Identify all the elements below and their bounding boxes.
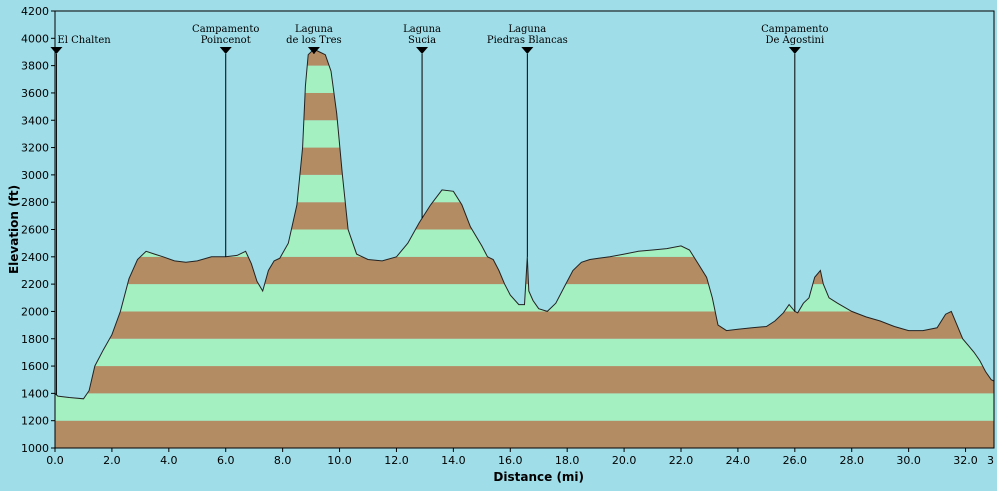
waypoint-label: Laguna [295,24,333,35]
x-tick-label: 16.0 [498,454,523,467]
x-tick-label: 22.0 [669,454,694,467]
waypoint-marker-icon [307,47,320,54]
x-tick-label: 20.0 [612,454,637,467]
x-tick-label: 4.0 [160,454,178,467]
waypoint-label: El Chalten [57,35,111,46]
waypoint-label: Poincenot [201,35,251,46]
y-tick-label: 2800 [21,196,49,209]
waypoint-marker-icon [521,47,534,54]
waypoint-label: Campamento [761,24,828,35]
waypoint-label: De Agostini [765,35,824,46]
x-tick-label: 2.0 [103,454,121,467]
elevation-band [55,311,994,339]
x-tick-label: 30.0 [896,454,921,467]
y-tick-label: 2400 [21,251,49,264]
y-tick-label: 3000 [21,169,49,182]
waypoint-label: de los Tres [286,35,342,46]
waypoint-marker-icon [788,47,801,54]
x-axis: 0.0 2.0 4.0 6.0 8.0 10.0 12.0 14.0 16.0 18.0 20.0 2… [46,448,994,467]
x-tick-label: 10.0 [327,454,352,467]
x-tick-label: 6.0 [217,454,235,467]
waypoint-marker-icon [416,47,429,54]
waypoint-marker-icon [219,47,232,54]
x-tick-label: 32.0 [953,454,978,467]
waypoint-label: Laguna [508,24,546,35]
y-tick-label: 2200 [21,278,49,291]
waypoint-marker-icon [50,47,63,54]
y-axis: 1000 1200 1400 1600 1800 2000 2200 2400 2600 2800… [21,5,55,455]
y-tick-label: 1000 [21,442,49,455]
y-tick-label: 1400 [21,387,49,400]
y-tick-label: 4200 [21,5,49,18]
y-tick-label: 3200 [21,142,49,155]
x-tick-label: 28.0 [839,454,864,467]
y-tick-label: 2000 [21,305,49,318]
y-tick-label: 2600 [21,224,49,237]
elevation-profile-line [55,48,994,400]
y-tick-label: 1600 [21,360,49,373]
y-axis-label: Elevation (ft) [7,185,21,274]
y-tick-label: 3800 [21,60,49,73]
elevation-band [55,393,994,421]
elevation-band [55,420,994,448]
waypoint-label: Sucia [408,35,436,46]
y-tick-label: 3400 [21,114,49,127]
x-tick-label: 8.0 [274,454,292,467]
y-tick-label: 1200 [21,415,49,428]
y-tick-label: 3600 [21,87,49,100]
x-tick-label: 12.0 [384,454,409,467]
x-tick-label: 18.0 [555,454,580,467]
x-tick-label: 0.0 [46,454,64,467]
x-tick-label: 14.0 [441,454,466,467]
waypoint-label: Campamento [192,24,259,35]
waypoint-label: Laguna [403,24,441,35]
y-tick-label: 4000 [21,32,49,45]
y-tick-label: 1800 [21,333,49,346]
x-axis-label: Distance (mi) [493,470,584,484]
waypoint-label: Piedras Blancas [487,35,568,46]
elevation-band [55,366,994,394]
elevation-band [55,338,994,367]
x-tick-label: 24.0 [726,454,751,467]
x-tick-label: 3 [987,454,994,467]
x-tick-label: 26.0 [783,454,808,467]
